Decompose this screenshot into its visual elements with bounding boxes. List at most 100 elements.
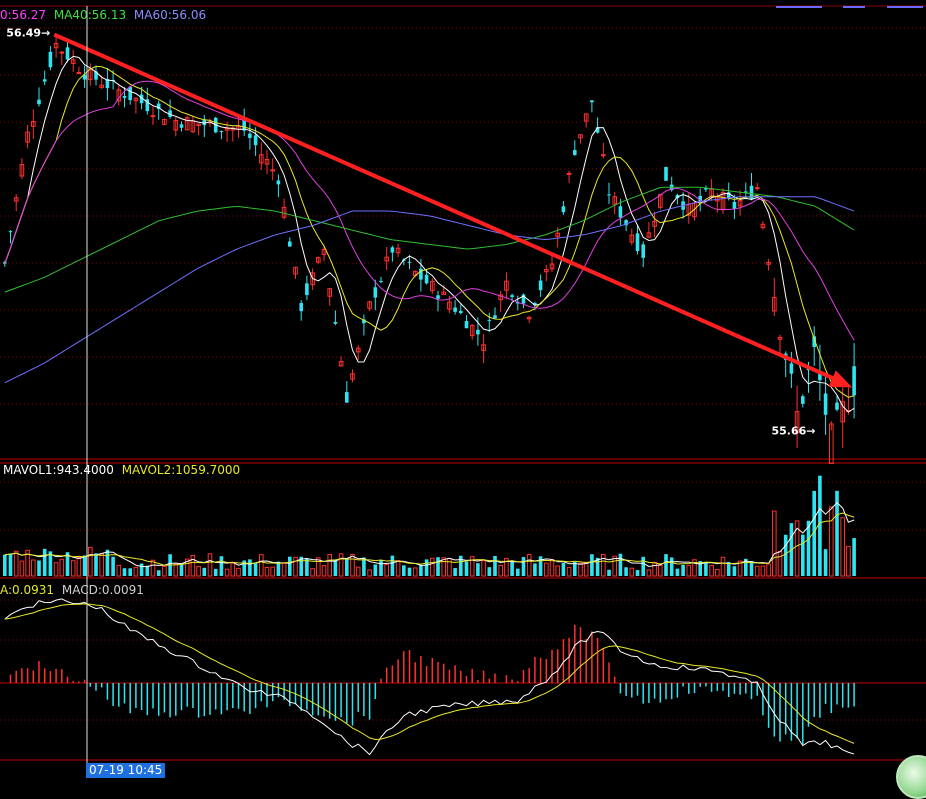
volume-bar-down: [299, 556, 303, 576]
volume-bar-down: [453, 568, 457, 576]
volume-bar-up: [737, 560, 743, 577]
volume-bar-down: [419, 565, 423, 576]
toolbar-strip-3[interactable]: [887, 0, 923, 8]
candle-body-down: [744, 191, 748, 193]
volume-bar-down: [635, 570, 640, 576]
candle-body-up: [583, 113, 589, 122]
candle-body-down: [42, 79, 47, 82]
macd-legend: A:0.0931 MACD:0.0091: [0, 583, 144, 597]
volume-bar-up: [441, 557, 446, 577]
volume-bar-down: [732, 566, 737, 576]
volume-bar-down: [362, 557, 366, 576]
volume-bar-up: [840, 517, 846, 577]
candle-body-down: [493, 315, 497, 319]
candle-body-down: [704, 188, 708, 190]
candle-body-up: [99, 84, 105, 88]
volume-bar-down: [333, 559, 338, 576]
candle-body-down: [168, 110, 172, 117]
volume-bar-up: [19, 560, 25, 577]
volume-bar-up: [555, 565, 561, 577]
volume-bar-down: [145, 565, 150, 576]
candle-body-down: [65, 47, 70, 60]
candle-body-down: [219, 131, 224, 133]
volume-bar-up: [544, 562, 549, 577]
volume-bar-up: [566, 566, 572, 577]
toolbar-strip-2[interactable]: [843, 0, 865, 8]
low-price-label: 55.66→: [772, 424, 816, 437]
volume-bar-down: [111, 556, 115, 576]
ma10-line: [4, 65, 855, 398]
candle-body-down: [561, 206, 566, 213]
volume-bar-up: [133, 566, 139, 577]
volume-bar-up: [612, 555, 618, 577]
dea-label: A:0.0931: [0, 583, 55, 597]
candle-body-down: [299, 303, 303, 312]
volume-bar-up: [162, 565, 167, 577]
candle-body-up: [384, 256, 389, 262]
candle-body-down: [202, 119, 207, 126]
volume-bar-up: [316, 557, 321, 577]
volume-bar-down: [105, 549, 110, 576]
candle-body-down: [379, 280, 383, 282]
volume-bar-up: [270, 566, 275, 577]
volume-bar-down: [812, 490, 816, 576]
volume-bar-up: [25, 549, 30, 577]
volume-bar-down: [744, 558, 748, 576]
volume-bar-down: [402, 565, 406, 576]
volume-bar-up: [259, 554, 264, 577]
ma-partial-label: 0:56.27: [0, 8, 47, 22]
volume-bar-down: [835, 490, 839, 576]
candle-body-down: [407, 261, 412, 263]
candle-body-down: [276, 180, 281, 185]
volume-bar-up: [310, 568, 315, 577]
candle-body-up: [133, 97, 139, 102]
candle-body-up: [498, 294, 503, 301]
candle-body-up: [772, 296, 777, 312]
candle-body-down: [248, 133, 252, 138]
candle-body-up: [70, 59, 76, 64]
volume-bar-down: [641, 556, 645, 576]
price-legend: 0:56.27 MA40:56.13 MA60:56.06: [0, 8, 206, 22]
ma40-line: [4, 186, 855, 293]
volume-bar-up: [720, 556, 726, 577]
candle-body-up: [316, 257, 321, 263]
candle-body-down: [516, 302, 520, 304]
candle-body-down: [390, 247, 395, 253]
candle-body-up: [601, 154, 606, 157]
volume-legend: MAVOL1:943.4000 MAVOL2:1059.7000: [3, 463, 240, 477]
macd-label: MACD:0.0091: [61, 583, 144, 597]
candle-body-down: [573, 150, 577, 156]
candle-body-up: [777, 336, 783, 340]
volume-bar-up: [76, 556, 82, 577]
volume-bar-up: [59, 558, 65, 577]
volume-bar-up: [766, 563, 771, 577]
candle-body-up: [566, 172, 572, 175]
volume-bar-up: [184, 558, 190, 577]
candle-body-up: [196, 123, 201, 126]
candle-body-up: [59, 51, 65, 54]
volume-bar-up: [264, 566, 270, 577]
candle-body-up: [25, 131, 30, 143]
candle-body-up: [578, 134, 583, 139]
corner-widget-icon[interactable]: [896, 755, 926, 799]
toolbar-strip[interactable]: [776, 0, 822, 8]
ma40-label: MA40:56.13: [53, 8, 127, 22]
mavol2-label: MAVOL2:1059.7000: [121, 463, 241, 477]
candle-body-down: [698, 195, 702, 202]
candle-body-up: [447, 301, 452, 310]
candle-body-up: [760, 223, 766, 229]
candle-body-down: [835, 402, 839, 410]
candle-body-up: [544, 269, 549, 273]
candle-body-up: [646, 232, 652, 238]
volume-bar-down: [607, 569, 611, 576]
candle-body-up: [367, 301, 372, 309]
volume-bar-down: [818, 475, 822, 576]
volume-bar-up: [430, 557, 435, 577]
volume-bar-up: [578, 562, 583, 577]
volume-bar-down: [424, 559, 429, 576]
volume-bar-up: [327, 553, 332, 577]
candle-body-down: [510, 295, 514, 298]
candle-body-up: [327, 288, 332, 297]
volume-bar-up: [293, 556, 298, 577]
volume-bar-down: [128, 568, 132, 576]
